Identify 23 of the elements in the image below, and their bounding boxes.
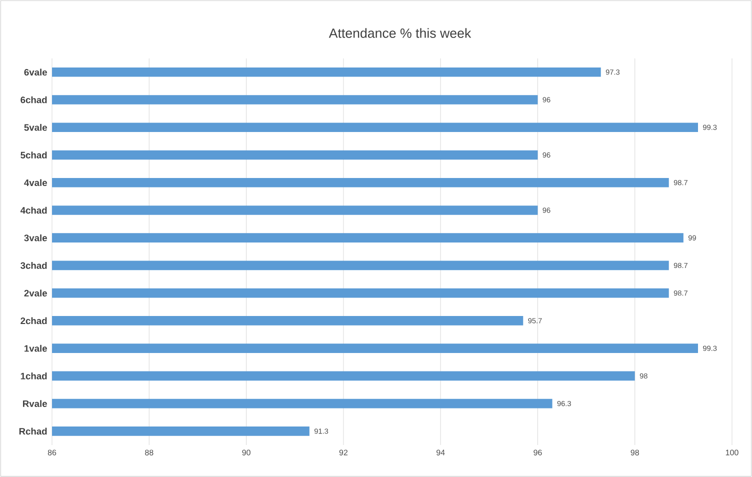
y-tick-label: 6chad: [20, 96, 47, 104]
y-tick-label: 5vale: [24, 124, 47, 131]
y-tick-label: 6vale: [24, 68, 47, 76]
y-tick-label: 4vale: [24, 179, 47, 186]
y-tick-label: 3chad: [20, 262, 47, 269]
x-tick-label: 100: [726, 450, 738, 456]
x-tick-label: 92: [339, 450, 348, 456]
x-tick-label: 90: [242, 450, 250, 456]
y-tick-label: 5chad: [20, 152, 47, 158]
y-tick-label: Rchad: [19, 428, 47, 435]
y-tick-label: 1chad: [20, 372, 47, 380]
y-tick-label: 2vale: [24, 290, 47, 297]
chart-title: Attendance % this week: [328, 28, 472, 38]
x-tick-label: 98: [630, 450, 639, 456]
x-tick-label: 94: [436, 450, 445, 456]
x-tick-label: 96: [534, 450, 542, 456]
y-tick-label: 2chad: [20, 317, 47, 324]
y-tick-label: Rvale: [23, 400, 47, 407]
y-tick-label: 4chad: [20, 206, 47, 214]
y-tick-label: 3vale: [24, 234, 47, 242]
y-tick-label: 1vale: [24, 344, 47, 352]
x-tick-label: 86: [48, 450, 56, 456]
x-tick-label: 88: [145, 450, 154, 456]
